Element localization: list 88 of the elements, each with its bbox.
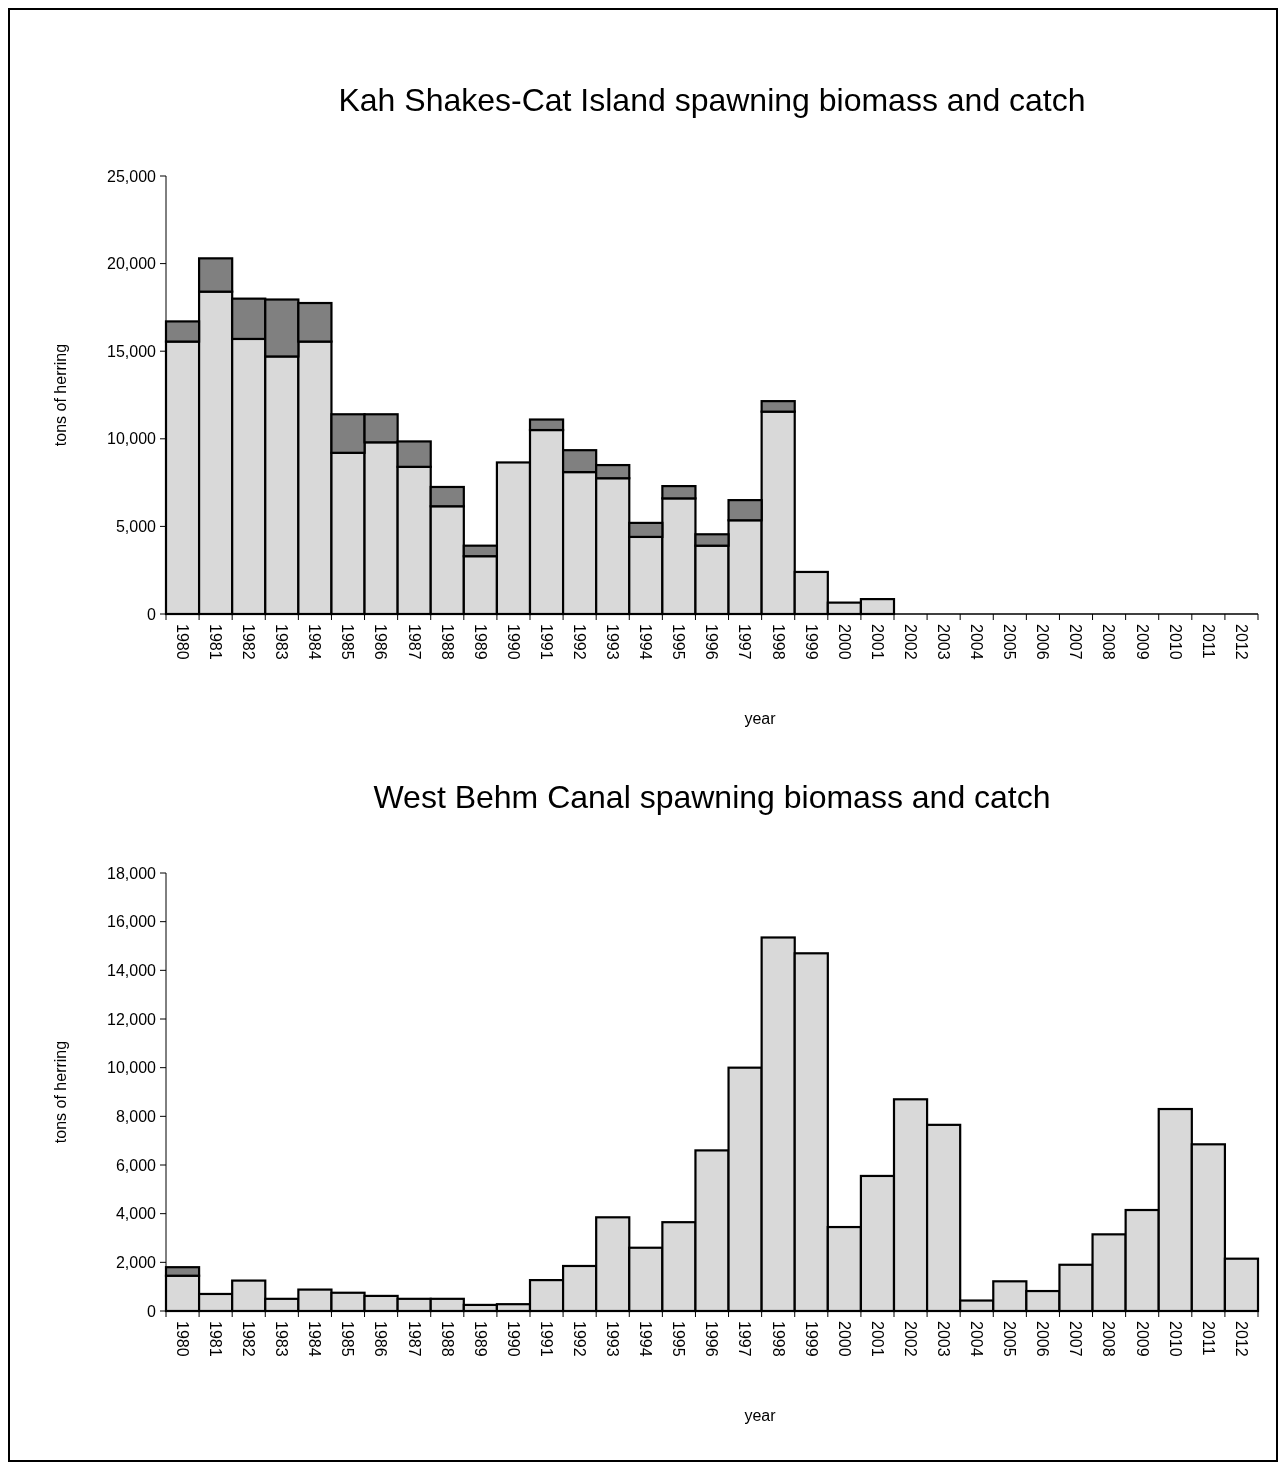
x-tick-label: 1983 [273,624,291,660]
x-tick-label: 2005 [1001,624,1019,660]
x-tick-label: 2001 [868,1321,886,1357]
x-tick-label: 1987 [405,1321,423,1357]
x-tick-label: 1996 [703,624,721,660]
y-tick-label: 18,000 [107,864,157,882]
x-tick-label: 2003 [935,624,953,660]
y-axis-title: tons of herring [52,1040,69,1144]
y-tick-label: 25,000 [107,167,157,185]
x-tick-label: 2000 [835,1321,853,1357]
x-tick-label: 1989 [471,1321,489,1357]
x-tick-label: 1998 [769,624,787,660]
x-tick-label: 2008 [1100,624,1118,660]
x-tick-label: 2010 [1166,624,1184,660]
x-tick-label: 1992 [571,624,589,660]
x-tick-label: 1999 [802,1321,820,1357]
y-tick-label: 10,000 [107,1059,157,1077]
x-tick-label: 1992 [571,1321,589,1357]
x-tick-label: 1980 [173,1321,191,1357]
x-tick-label: 1996 [703,1321,721,1357]
y-tick-label: 2,000 [115,1253,157,1271]
x-tick-label: 1985 [339,624,357,660]
x-tick-label: 1997 [736,1321,754,1357]
x-tick-label: 2006 [1034,1321,1052,1357]
x-tick-label: 2010 [1166,1321,1184,1357]
x-tick-label: 1981 [207,1321,225,1357]
y-tick-label: 0 [147,605,157,623]
x-tick-label: 1990 [504,1321,522,1357]
x-tick-label: 1997 [736,624,754,660]
x-tick-label: 1991 [537,1321,555,1357]
x-tick-label: 1984 [306,624,324,660]
x-tick-label: 2007 [1067,624,1085,660]
x-tick-label: 1981 [207,624,225,660]
x-tick-label: 1988 [438,624,456,660]
x-tick-label: 1988 [438,1321,456,1357]
x-tick-label: 1994 [637,624,655,660]
x-tick-label: 1983 [273,1321,291,1357]
y-tick-label: 6,000 [115,1156,157,1174]
x-tick-label: 2009 [1133,1321,1151,1357]
x-tick-label: 1982 [240,624,258,660]
x-tick-label: 2006 [1034,624,1052,660]
x-tick-label: 1980 [173,624,191,660]
x-axis-title: year [744,1407,777,1424]
x-axis-title: year [744,710,777,727]
y-tick-label: 8,000 [115,1107,157,1125]
x-tick-label: 2001 [868,624,886,660]
chart-title: Kah Shakes-Cat Island spawning biomass and catch [338,82,1086,118]
y-tick-label: 14,000 [107,961,157,979]
y-tick-label: 0 [147,1302,157,1320]
y-tick-label: 20,000 [107,255,157,273]
x-tick-label: 1990 [504,624,522,660]
y-tick-label: 15,000 [107,342,157,360]
x-tick-label: 2002 [901,1321,919,1357]
x-tick-label: 2002 [901,624,919,660]
x-tick-label: 2012 [1232,624,1250,660]
x-tick-label: 1986 [372,624,390,660]
x-tick-label: 2011 [1199,624,1217,659]
x-tick-label: 2007 [1067,1321,1085,1357]
y-tick-label: 12,000 [107,1010,157,1028]
x-tick-label: 1998 [769,1321,787,1357]
x-tick-label: 1991 [537,624,555,660]
x-tick-label: 2011 [1199,1321,1217,1356]
y-tick-label: 10,000 [107,430,157,448]
x-tick-label: 2003 [935,1321,953,1357]
x-tick-label: 2009 [1133,624,1151,660]
x-tick-label: 1994 [637,1321,655,1357]
x-tick-label: 1993 [604,1321,622,1357]
x-tick-label: 1989 [471,624,489,660]
x-tick-label: 2004 [968,624,986,660]
x-tick-label: 1995 [670,1321,688,1357]
x-tick-label: 1985 [339,1321,357,1357]
x-tick-label: 1982 [240,1321,258,1357]
x-tick-label: 1999 [802,624,820,660]
y-tick-label: 5,000 [115,518,157,535]
x-tick-label: 1984 [306,1321,324,1357]
y-tick-label: 16,000 [107,913,157,931]
x-tick-label: 2005 [1001,1321,1019,1357]
x-tick-label: 2004 [968,1321,986,1357]
x-tick-label: 2000 [835,624,853,660]
x-tick-label: 1995 [670,624,688,660]
x-tick-label: 2008 [1100,1321,1118,1357]
y-tick-label: 4,000 [115,1205,157,1223]
x-tick-label: 1993 [604,624,622,660]
x-tick-label: 2012 [1232,1321,1250,1357]
chart-title: West Behm Canal spawning biomass and catch [373,779,1051,815]
x-tick-label: 1986 [372,1321,390,1357]
y-axis-title: tons of herring [52,343,69,447]
x-tick-label: 1987 [405,624,423,660]
